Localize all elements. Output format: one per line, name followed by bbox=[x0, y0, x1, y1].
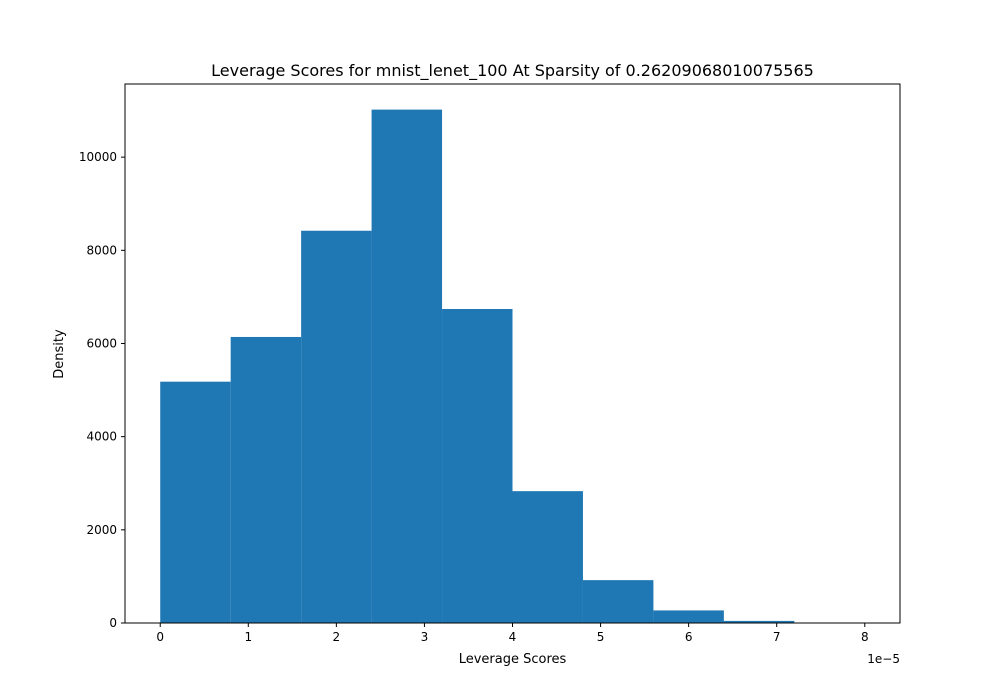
x-tick-label: 2 bbox=[333, 630, 341, 644]
x-tick-label: 6 bbox=[685, 630, 693, 644]
x-axis-ticks: 0 1 2 3 4 5 6 7 8 bbox=[156, 623, 869, 644]
chart-title: Leverage Scores for mnist_lenet_100 At S… bbox=[211, 61, 814, 81]
histogram-bar bbox=[371, 109, 443, 623]
y-tick-label: 0 bbox=[109, 616, 117, 630]
y-tick-label: 2000 bbox=[86, 523, 117, 537]
histogram-bar bbox=[512, 491, 583, 623]
x-tick-label: 8 bbox=[861, 630, 869, 644]
x-tick-label: 0 bbox=[156, 630, 164, 644]
y-axis-ticks: 0 2000 4000 6000 8000 10000 bbox=[79, 150, 125, 630]
x-tick-label: 7 bbox=[773, 630, 781, 644]
y-tick-label: 6000 bbox=[86, 336, 117, 350]
x-tick-label: 4 bbox=[509, 630, 517, 644]
histogram-bar bbox=[653, 610, 724, 623]
histogram-bar bbox=[723, 620, 795, 623]
histogram-bars bbox=[160, 109, 865, 623]
x-tick-label: 3 bbox=[421, 630, 429, 644]
y-axis-label: Density bbox=[52, 329, 67, 379]
x-tick-label: 5 bbox=[597, 630, 605, 644]
histogram-bar bbox=[582, 580, 654, 623]
x-tick-label: 1 bbox=[244, 630, 252, 644]
histogram-bar bbox=[160, 381, 231, 623]
histogram-bar bbox=[301, 230, 372, 623]
x-axis-label: Leverage Scores bbox=[459, 652, 567, 667]
histogram-bar bbox=[230, 336, 302, 623]
y-tick-label: 4000 bbox=[86, 430, 117, 444]
x-axis-offset-label: 1e−5 bbox=[867, 652, 900, 666]
y-tick-label: 10000 bbox=[79, 150, 117, 164]
histogram-bar bbox=[442, 309, 513, 623]
y-tick-label: 8000 bbox=[86, 243, 117, 257]
